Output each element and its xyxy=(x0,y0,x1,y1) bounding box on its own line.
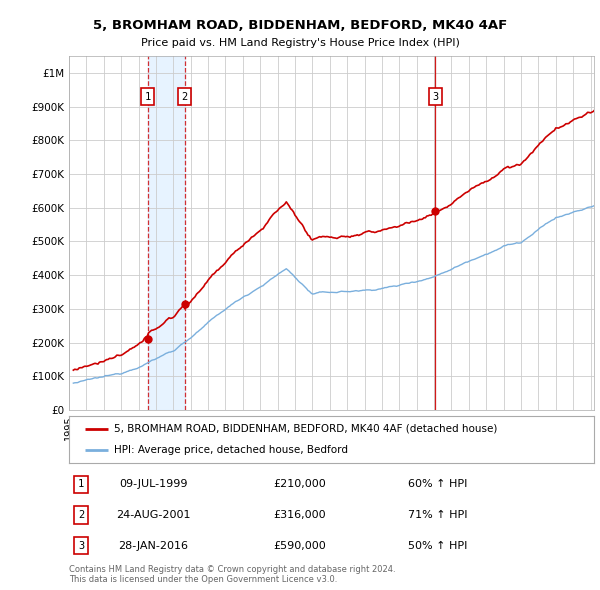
Text: 3: 3 xyxy=(78,541,84,550)
Text: 1: 1 xyxy=(78,480,84,489)
Text: 3: 3 xyxy=(433,91,439,101)
Text: £590,000: £590,000 xyxy=(274,541,326,550)
Text: 71% ↑ HPI: 71% ↑ HPI xyxy=(408,510,468,520)
Text: HPI: Average price, detached house, Bedford: HPI: Average price, detached house, Bedf… xyxy=(113,445,347,455)
Text: 2: 2 xyxy=(181,91,188,101)
Text: 28-JAN-2016: 28-JAN-2016 xyxy=(118,541,188,550)
Bar xyxy=(148,56,185,410)
Text: 24-AUG-2001: 24-AUG-2001 xyxy=(116,510,190,520)
Text: Contains HM Land Registry data © Crown copyright and database right 2024.
This d: Contains HM Land Registry data © Crown c… xyxy=(69,565,395,584)
Text: 5, BROMHAM ROAD, BIDDENHAM, BEDFORD, MK40 4AF: 5, BROMHAM ROAD, BIDDENHAM, BEDFORD, MK4… xyxy=(93,19,507,32)
Text: 5, BROMHAM ROAD, BIDDENHAM, BEDFORD, MK40 4AF (detached house): 5, BROMHAM ROAD, BIDDENHAM, BEDFORD, MK4… xyxy=(113,424,497,434)
Text: £316,000: £316,000 xyxy=(274,510,326,520)
Text: Price paid vs. HM Land Registry's House Price Index (HPI): Price paid vs. HM Land Registry's House … xyxy=(140,38,460,48)
Text: £210,000: £210,000 xyxy=(274,480,326,489)
Text: 50% ↑ HPI: 50% ↑ HPI xyxy=(409,541,467,550)
Text: 60% ↑ HPI: 60% ↑ HPI xyxy=(409,480,467,489)
Text: 09-JUL-1999: 09-JUL-1999 xyxy=(119,480,187,489)
Text: 2: 2 xyxy=(78,510,84,520)
Text: 1: 1 xyxy=(145,91,151,101)
